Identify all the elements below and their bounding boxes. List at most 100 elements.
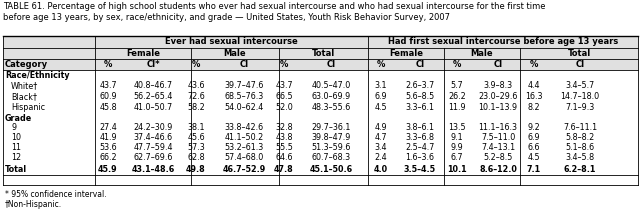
Text: 7.1–9.3: 7.1–9.3 [565, 103, 595, 112]
Text: Female: Female [126, 49, 160, 58]
Text: Category: Category [5, 60, 48, 69]
Text: Hispanic: Hispanic [11, 103, 45, 112]
Text: 9.9: 9.9 [451, 143, 463, 153]
Text: 33.8–42.6: 33.8–42.6 [224, 124, 263, 133]
Text: 40.5–47.0: 40.5–47.0 [312, 81, 351, 90]
Text: 58.2: 58.2 [187, 103, 205, 112]
Text: 40.8–46.7: 40.8–46.7 [133, 81, 172, 90]
Text: 3.8–6.1: 3.8–6.1 [406, 124, 435, 133]
Text: 41.0–50.7: 41.0–50.7 [133, 103, 172, 112]
Text: 43.7: 43.7 [275, 81, 293, 90]
Text: 45.8: 45.8 [99, 103, 117, 112]
Text: 10.1–13.9: 10.1–13.9 [478, 103, 517, 112]
Text: 41.9: 41.9 [99, 133, 117, 143]
Text: 14.7–18.0: 14.7–18.0 [560, 92, 599, 101]
Text: Grade: Grade [5, 114, 32, 123]
Text: 49.8: 49.8 [186, 165, 206, 174]
Text: 63.0–69.9: 63.0–69.9 [312, 92, 351, 101]
Text: Total: Total [312, 49, 335, 58]
Text: 2.6–3.7: 2.6–3.7 [405, 81, 435, 90]
Text: 6.2–8.1: 6.2–8.1 [564, 165, 596, 174]
Text: 24.2–30.9: 24.2–30.9 [133, 124, 172, 133]
Text: Male: Male [224, 49, 246, 58]
Text: %: % [377, 60, 385, 69]
Text: 45.1–50.6: 45.1–50.6 [310, 165, 353, 174]
Text: CI: CI [326, 60, 335, 69]
Text: 6.6: 6.6 [528, 143, 540, 153]
Text: 51.3–59.6: 51.3–59.6 [312, 143, 351, 153]
Text: 56.2–65.4: 56.2–65.4 [133, 92, 172, 101]
Text: 62.8: 62.8 [187, 153, 205, 162]
Text: 12: 12 [11, 153, 21, 162]
Text: Ever had sexual intercourse: Ever had sexual intercourse [165, 37, 298, 46]
Text: 60.7–68.3: 60.7–68.3 [312, 153, 351, 162]
Text: 66.5: 66.5 [275, 92, 293, 101]
Text: 7.1: 7.1 [527, 165, 541, 174]
Text: 7.5–11.0: 7.5–11.0 [481, 133, 515, 143]
Text: 4.4: 4.4 [528, 81, 540, 90]
Text: †Non-Hispanic.: †Non-Hispanic. [5, 200, 62, 209]
Text: Had first sexual intercourse before age 13 years: Had first sexual intercourse before age … [388, 37, 618, 46]
Text: 48.3–55.6: 48.3–55.6 [312, 103, 351, 112]
Text: 66.2: 66.2 [99, 153, 117, 162]
Text: 16.3: 16.3 [525, 92, 543, 101]
Text: %: % [192, 60, 200, 69]
Text: Female: Female [389, 49, 423, 58]
Text: CI: CI [494, 60, 503, 69]
Text: CI*: CI* [146, 60, 160, 69]
Text: %: % [453, 60, 461, 69]
Text: 4.9: 4.9 [375, 124, 387, 133]
Text: 60.9: 60.9 [99, 92, 117, 101]
Text: 6.9: 6.9 [375, 92, 387, 101]
Text: Total: Total [567, 49, 590, 58]
Text: 11: 11 [11, 143, 21, 153]
Text: 47.8: 47.8 [274, 165, 294, 174]
Text: 37.4–46.6: 37.4–46.6 [133, 133, 172, 143]
Text: 10: 10 [11, 133, 21, 143]
Text: 4.5: 4.5 [375, 103, 387, 112]
Text: 3.5–4.5: 3.5–4.5 [404, 165, 436, 174]
Text: 3.3–6.1: 3.3–6.1 [406, 103, 435, 112]
Text: 7.6–11.1: 7.6–11.1 [563, 124, 597, 133]
Text: 45.9: 45.9 [98, 165, 118, 174]
Text: 9.1: 9.1 [451, 133, 463, 143]
Text: 57.4–68.0: 57.4–68.0 [224, 153, 263, 162]
Text: 43.8: 43.8 [275, 133, 293, 143]
Text: 7.4–13.1: 7.4–13.1 [481, 143, 515, 153]
Text: 4.7: 4.7 [375, 133, 387, 143]
Text: CI: CI [240, 60, 249, 69]
Text: Total: Total [5, 165, 27, 174]
Text: 46.7–52.9: 46.7–52.9 [222, 165, 265, 174]
Text: %: % [104, 60, 112, 69]
Text: 6.7: 6.7 [451, 153, 463, 162]
Text: 2.4: 2.4 [375, 153, 387, 162]
Text: 43.7: 43.7 [99, 81, 117, 90]
Text: %: % [280, 60, 288, 69]
Text: 27.4: 27.4 [99, 124, 117, 133]
Text: 5.7: 5.7 [451, 81, 463, 90]
Text: 6.9: 6.9 [528, 133, 540, 143]
Text: 9.2: 9.2 [528, 124, 540, 133]
Text: 3.3–6.8: 3.3–6.8 [406, 133, 435, 143]
Text: Black†: Black† [11, 92, 37, 101]
Text: 10.1: 10.1 [447, 165, 467, 174]
Text: 64.6: 64.6 [275, 153, 293, 162]
Text: 5.8–8.2: 5.8–8.2 [565, 133, 595, 143]
Text: 3.9–8.3: 3.9–8.3 [483, 81, 513, 90]
Bar [3, 36, 638, 70]
Text: 8.2: 8.2 [528, 103, 540, 112]
Text: 13.5: 13.5 [448, 124, 466, 133]
Text: 38.1: 38.1 [187, 124, 204, 133]
Text: 57.3: 57.3 [187, 143, 205, 153]
Text: 11.9: 11.9 [448, 103, 466, 112]
Text: 68.5–76.3: 68.5–76.3 [224, 92, 263, 101]
Text: 2.5–4.7: 2.5–4.7 [405, 143, 435, 153]
Text: 29.7–36.1: 29.7–36.1 [312, 124, 351, 133]
Text: 72.6: 72.6 [187, 92, 205, 101]
Text: 62.7–69.6: 62.7–69.6 [133, 153, 172, 162]
Text: 3.4: 3.4 [375, 143, 387, 153]
Text: 9: 9 [11, 124, 16, 133]
Text: 3.4–5.8: 3.4–5.8 [565, 153, 595, 162]
Text: 5.1–8.6: 5.1–8.6 [565, 143, 595, 153]
Text: 54.0–62.4: 54.0–62.4 [224, 103, 263, 112]
